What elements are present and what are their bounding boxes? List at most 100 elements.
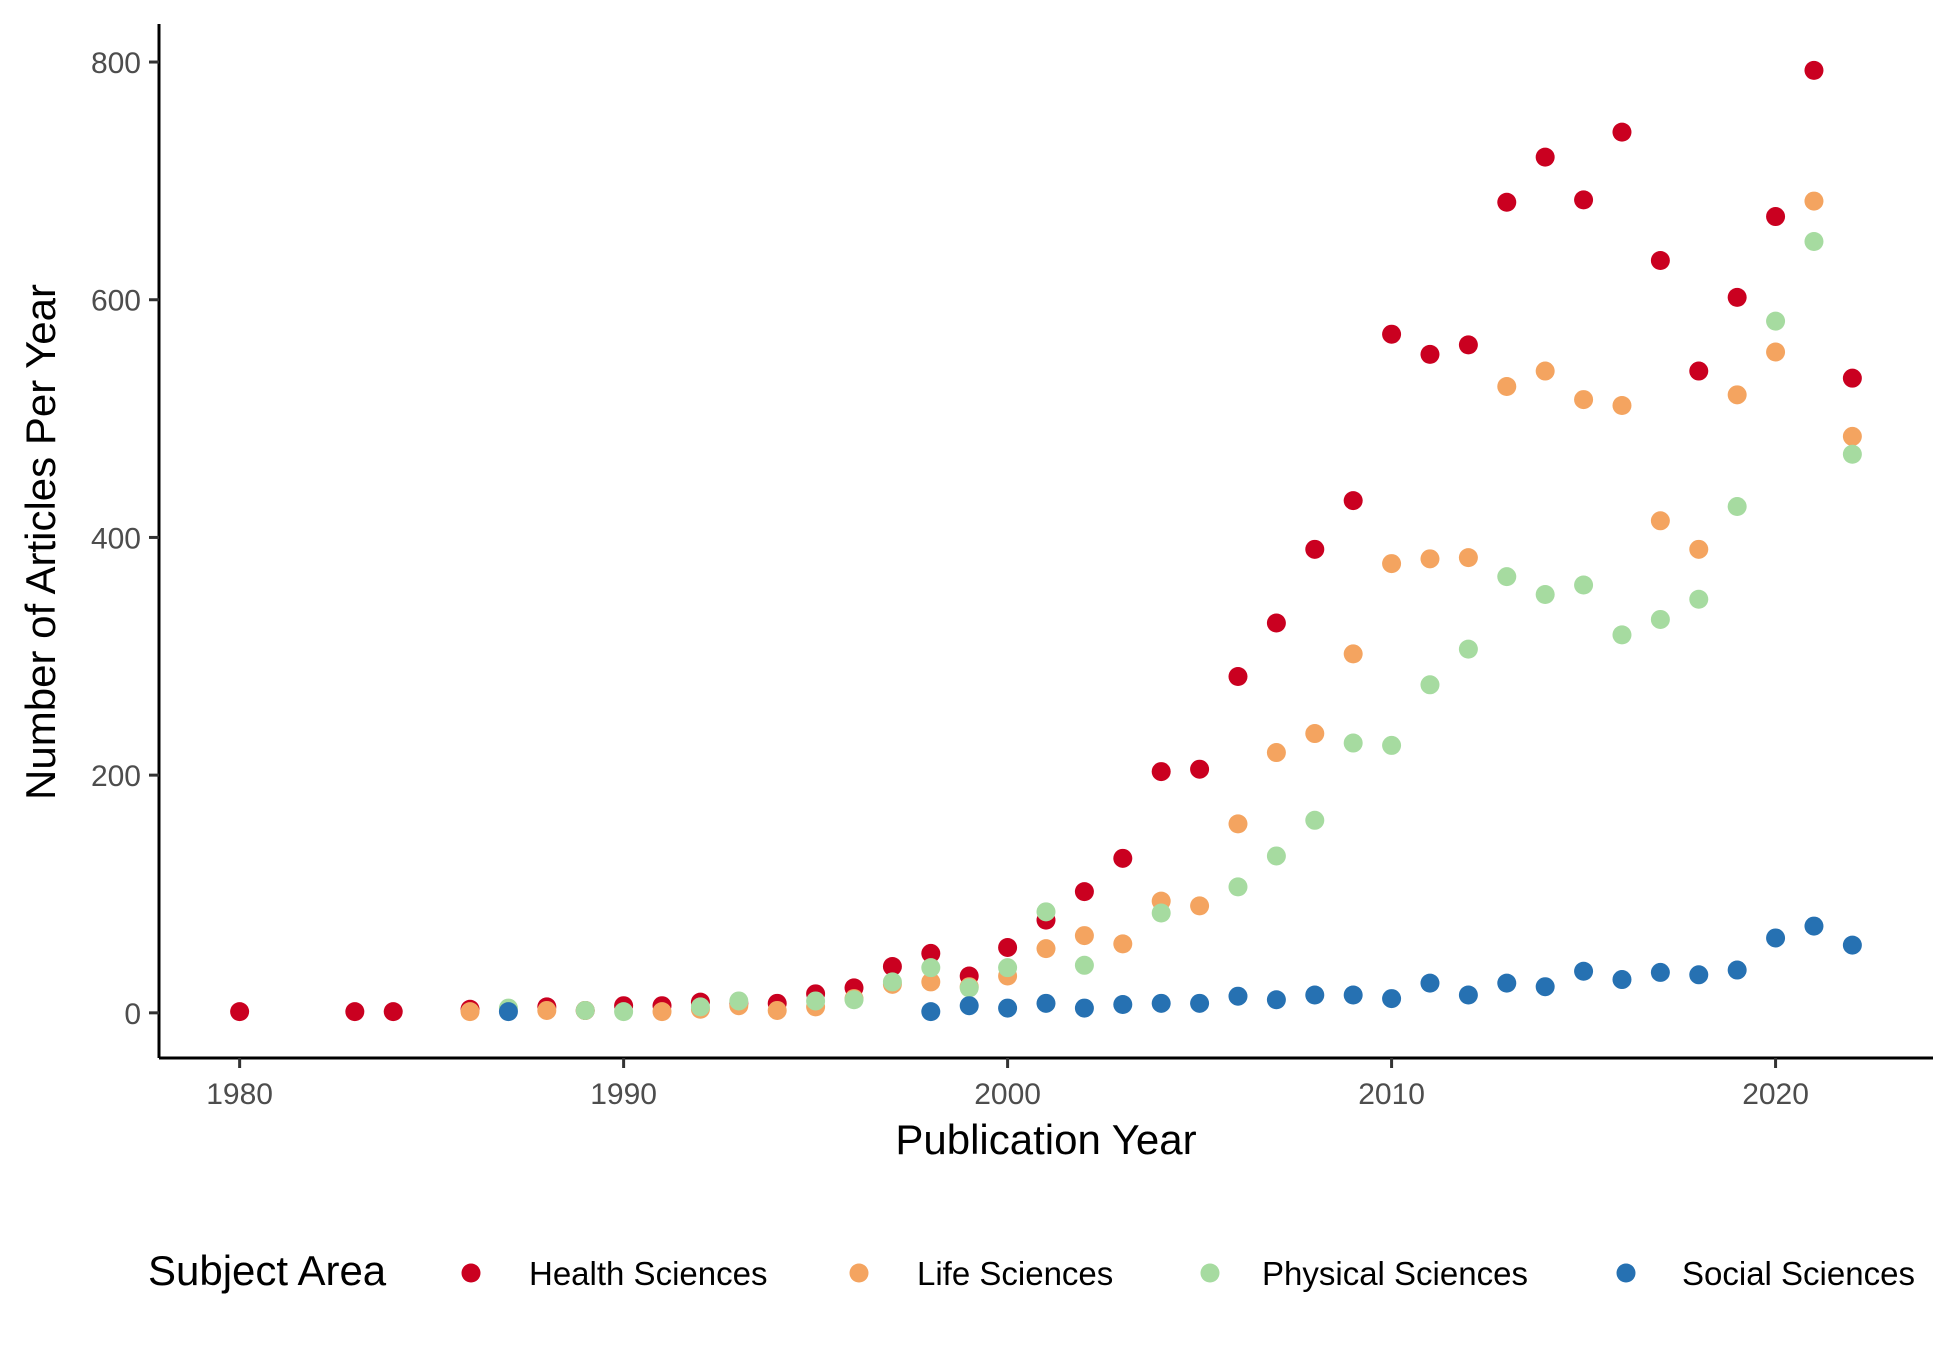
point-physical-sciences [690,997,710,1017]
point-life-sciences [1650,511,1670,531]
legend-label-social-sciences: Social Sciences [1682,1255,1915,1292]
point-health-sciences [1305,539,1325,559]
point-social-sciences [1535,977,1555,997]
point-physical-sciences [1420,675,1440,695]
plot-area [230,60,1862,1022]
point-health-sciences [921,943,941,963]
legend-key-life-sciences [849,1263,869,1283]
point-life-sciences [1074,926,1094,946]
point-life-sciences [1036,939,1056,959]
point-physical-sciences [1535,584,1555,604]
point-physical-sciences [1650,609,1670,629]
point-life-sciences [652,1002,672,1022]
point-life-sciences [1228,814,1248,834]
point-social-sciences [1305,985,1325,1005]
point-health-sciences [1190,759,1210,779]
point-health-sciences [1574,190,1594,210]
point-health-sciences [1074,882,1094,902]
point-social-sciences [1420,973,1440,993]
point-social-sciences [1113,995,1133,1015]
point-health-sciences [1343,491,1363,511]
point-social-sciences [959,996,979,1016]
point-life-sciences [1535,361,1555,381]
point-life-sciences [1382,554,1402,574]
x-tick-label: 2010 [1358,1078,1425,1111]
y-tick-label: 600 [91,285,141,318]
point-life-sciences [1266,743,1286,763]
point-social-sciences [1382,989,1402,1009]
point-social-sciences [921,1002,941,1022]
x-axis-title: Publication Year [895,1116,1196,1163]
point-life-sciences [1804,191,1824,211]
point-social-sciences [1458,985,1478,1005]
point-life-sciences [1458,548,1478,568]
series-social-sciences [498,916,1862,1022]
point-social-sciences [1842,935,1862,955]
point-life-sciences [1343,644,1363,664]
point-social-sciences [1074,998,1094,1018]
point-health-sciences [1766,207,1786,227]
point-health-sciences [383,1002,403,1022]
point-social-sciences [1151,993,1171,1013]
x-tick-label: 2000 [974,1078,1041,1111]
point-social-sciences [1766,928,1786,948]
series-physical-sciences [498,231,1862,1022]
point-health-sciences [1420,344,1440,364]
point-physical-sciences [614,1002,634,1022]
point-social-sciences [1650,962,1670,982]
point-health-sciences [998,937,1018,957]
y-tick-label: 200 [91,760,141,793]
y-tick-label: 800 [91,47,141,80]
point-social-sciences [1036,993,1056,1013]
point-health-sciences [1535,147,1555,167]
x-tick-label: 1980 [206,1078,273,1111]
point-life-sciences [1113,934,1133,954]
point-physical-sciences [959,978,979,998]
legend-title: Subject Area [148,1247,387,1294]
point-life-sciences [1766,342,1786,362]
point-health-sciences [1650,251,1670,271]
legend-key-physical-sciences [1200,1263,1220,1283]
point-life-sciences [921,972,941,992]
point-life-sciences [460,1002,480,1022]
point-health-sciences [1228,666,1248,686]
point-life-sciences [767,1000,787,1020]
point-life-sciences [1497,376,1517,396]
point-health-sciences [1612,122,1632,142]
point-health-sciences [1113,848,1133,868]
y-tick-label: 0 [124,998,141,1031]
point-physical-sciences [921,958,941,978]
y-axis-title: Number of Articles Per Year [17,284,64,800]
y-axis-ticks: 0 200 400 600 800 [91,47,159,1031]
point-social-sciences [498,1002,518,1022]
point-physical-sciences [1228,877,1248,897]
point-health-sciences [1689,361,1709,381]
point-health-sciences [882,956,902,976]
point-physical-sciences [1036,902,1056,922]
point-social-sciences [1689,965,1709,985]
point-social-sciences [1497,973,1517,993]
point-physical-sciences [1266,846,1286,866]
legend: Subject Area Health Sciences Life Science… [148,1247,1915,1294]
point-social-sciences [1190,993,1210,1013]
point-health-sciences [1151,762,1171,782]
point-physical-sciences [806,991,826,1011]
point-physical-sciences [998,958,1018,978]
point-life-sciences [1612,396,1632,416]
point-physical-sciences [1343,733,1363,753]
point-health-sciences [1458,335,1478,355]
point-health-sciences [230,1002,250,1022]
point-life-sciences [537,1000,557,1020]
point-health-sciences [345,1002,365,1022]
point-physical-sciences [1612,625,1632,645]
point-physical-sciences [1689,589,1709,609]
point-social-sciences [1266,990,1286,1010]
point-physical-sciences [1727,497,1747,517]
point-physical-sciences [575,1000,595,1020]
point-physical-sciences [882,972,902,992]
x-axis-ticks: 1980 1990 2000 2010 2020 [206,1058,1809,1111]
point-life-sciences [1305,724,1325,744]
point-health-sciences [1382,324,1402,344]
legend-key-health-sciences [461,1263,481,1283]
